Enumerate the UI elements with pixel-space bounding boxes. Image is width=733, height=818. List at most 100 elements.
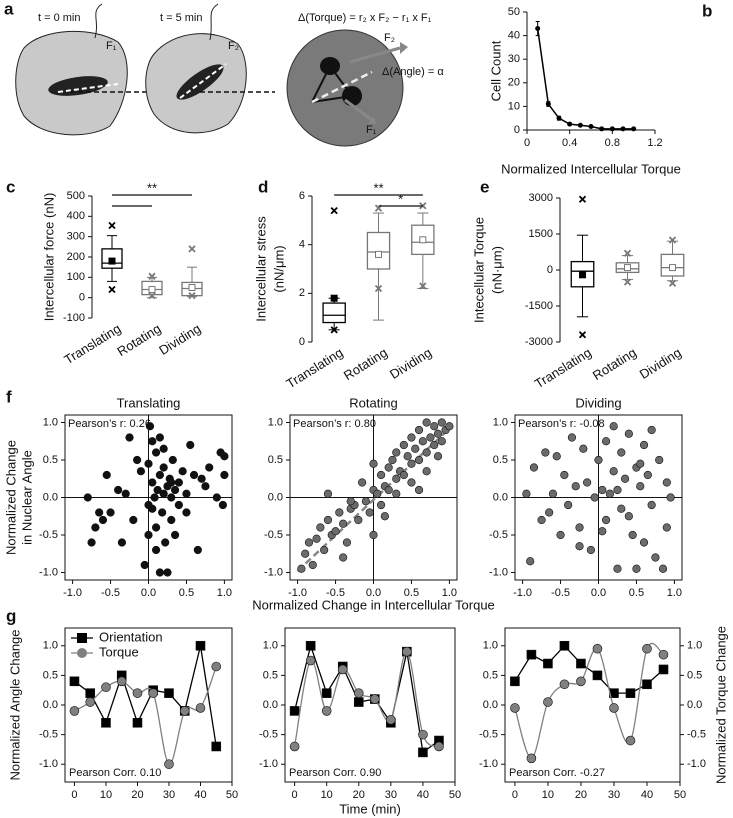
extreme-marker (330, 326, 338, 334)
panel-label: b (702, 1, 712, 20)
x-tick-label: 40 (417, 789, 429, 801)
x-tick-label: 50 (226, 789, 238, 801)
x-tick-label: 50 (674, 789, 686, 801)
scatter-point (129, 515, 138, 525)
scatter-point (556, 530, 565, 540)
scatter-point (136, 467, 146, 476)
scatter-point (121, 489, 130, 498)
scatter-point (155, 470, 164, 480)
scatter-point (212, 493, 221, 502)
x-axis-label: Normalized Intercellular Torque (501, 161, 681, 176)
scatter-point (369, 459, 378, 468)
scatter-point (106, 508, 115, 517)
data-point (543, 697, 553, 707)
scatter-point (220, 452, 229, 461)
scatter-point (220, 470, 229, 480)
scatter-point (624, 512, 633, 521)
y-tick-label: -1500 (525, 300, 553, 312)
scatter-point (168, 455, 177, 465)
mean-marker (579, 271, 586, 279)
scatter-point (361, 497, 371, 506)
scatter-point (430, 440, 439, 450)
scatter-point (218, 500, 227, 510)
y-tick-label: 1.0 (263, 640, 278, 652)
x-tick-label: 30 (163, 789, 175, 801)
data-point (588, 123, 594, 129)
scatter-point (163, 568, 172, 577)
y-tick-label: 10 (508, 100, 520, 112)
scatter-point (91, 523, 100, 532)
y-tick-label: -0.5 (39, 529, 58, 541)
y-tick-label: 0.0 (687, 699, 702, 711)
y-tick-label: 0 (514, 124, 520, 136)
y-axis-label: Intecellular Torque (471, 217, 486, 323)
chart-title: Rotating (349, 395, 397, 410)
scatter-point (167, 493, 176, 502)
scatter-point (418, 437, 427, 446)
scatter-point (601, 437, 611, 446)
scatter-point (567, 433, 577, 442)
y-tick-label: 0.5 (268, 454, 283, 466)
data-point (592, 670, 603, 681)
y-axis-label: (nN·μm) (489, 246, 504, 294)
cell-tail (209, 3, 219, 41)
data-point (599, 126, 605, 132)
scatter-point (433, 452, 443, 461)
annotation: Pearson’s r: -0.08 (518, 418, 605, 430)
scatter-point (414, 485, 424, 495)
scatter-point (144, 500, 153, 510)
scatter-point (380, 512, 389, 521)
significance-label: ** (373, 180, 383, 195)
x-tick-label: 1.2 (647, 137, 662, 149)
force-label: F₁ (366, 124, 377, 136)
scatter-point (620, 474, 630, 483)
extreme-marker (419, 282, 427, 290)
data-point (101, 717, 111, 728)
scatter-point (537, 515, 546, 525)
scatter-point (647, 500, 656, 510)
scatter-point (170, 530, 180, 540)
y-tick-label: 50 (508, 6, 520, 18)
data-point (559, 679, 570, 690)
x-tick-label: 40 (641, 789, 653, 801)
scatter-point (167, 515, 176, 525)
data-point (576, 658, 586, 669)
y-tick-label: 1.0 (493, 416, 508, 428)
scatter-point (529, 463, 539, 472)
scatter-point (205, 463, 214, 472)
y-tick-label: 0.5 (493, 454, 508, 466)
x-tick-label: Dividing (387, 345, 434, 382)
x-tick-label: 1.0 (217, 587, 232, 599)
scatter-point (662, 478, 671, 487)
data-point (418, 747, 428, 758)
scatter-point (316, 523, 325, 532)
chart-title: Translating (117, 395, 181, 410)
y-tick-label: -1.0 (39, 566, 58, 578)
scatter-point (384, 463, 393, 472)
series-line (74, 666, 217, 765)
x-tick-label: 0.0 (141, 587, 156, 599)
scatter-point (403, 452, 412, 461)
annotation: Pearson’s r: 0.80 (293, 418, 376, 430)
extreme-marker (188, 291, 196, 300)
extreme-marker (188, 245, 196, 253)
data-point (642, 643, 652, 654)
scatter-point (613, 485, 622, 495)
x-tick-label: Rotating (341, 345, 390, 383)
data-point (164, 688, 174, 698)
data-point (85, 688, 96, 698)
y-tick-label: 0.5 (263, 669, 278, 681)
scatter-point (174, 478, 183, 487)
scatter-point (193, 545, 202, 555)
y-tick-label: -0.5 (479, 729, 498, 741)
x-tick-label: -1.0 (63, 587, 82, 599)
scatter-point (151, 523, 161, 532)
scatter-point (609, 422, 618, 431)
y-tick-label: 3000 (529, 192, 553, 204)
scatter-point (639, 440, 649, 450)
scatter-point (617, 448, 626, 457)
significance-label: * (398, 191, 403, 206)
chart-title: Dividing (575, 395, 621, 410)
y-tick-label: 6 (299, 190, 305, 202)
scatter-point (376, 500, 386, 510)
